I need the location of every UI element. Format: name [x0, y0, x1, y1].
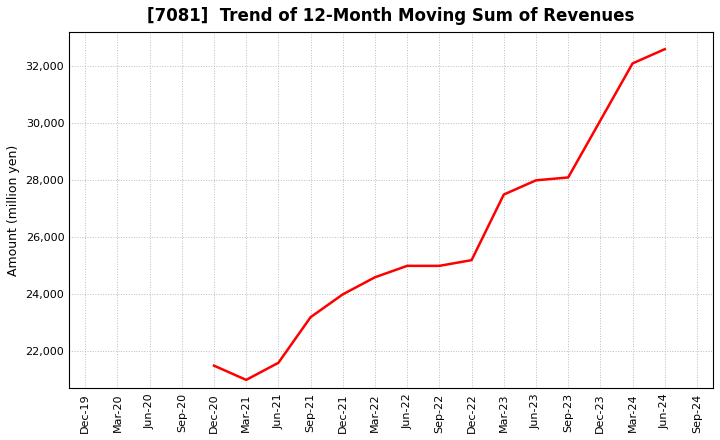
Y-axis label: Amount (million yen): Amount (million yen) [7, 145, 20, 276]
Title: [7081]  Trend of 12-Month Moving Sum of Revenues: [7081] Trend of 12-Month Moving Sum of R… [148, 7, 635, 25]
